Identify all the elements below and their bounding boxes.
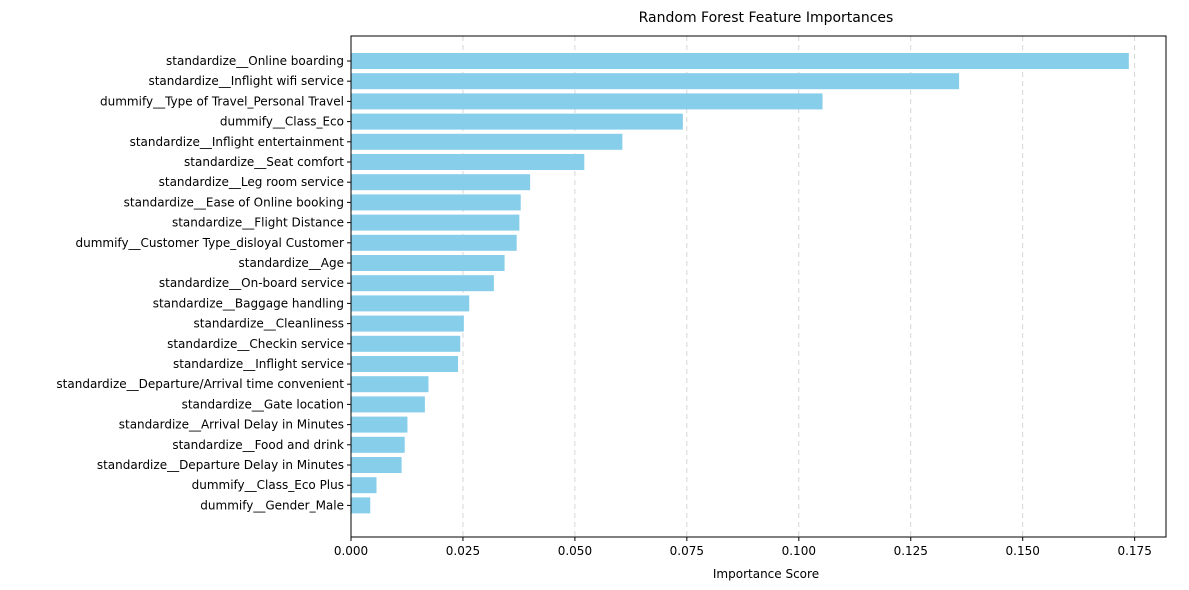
bar — [351, 335, 461, 352]
x-tick-label: 0.150 — [1006, 544, 1040, 558]
bar — [351, 275, 494, 292]
category-label: dummify__Customer Type_disloyal Customer — [76, 236, 345, 250]
bar — [351, 497, 371, 514]
category-label: dummify__Class_Eco Plus — [192, 478, 344, 492]
bar — [351, 194, 521, 211]
bar — [351, 154, 585, 170]
category-label: standardize__Inflight wifi service — [148, 74, 344, 88]
bar — [351, 457, 402, 473]
x-tick-label: 0.025 — [446, 544, 480, 558]
category-label: standardize__Cleanliness — [194, 317, 344, 331]
category-label: standardize__Leg room service — [159, 175, 344, 189]
category-label: dummify__Gender_Male — [200, 498, 344, 512]
bar — [351, 93, 823, 110]
category-label: standardize__Departure/Arrival time conv… — [56, 377, 344, 391]
bar — [351, 356, 459, 372]
bar — [351, 315, 464, 332]
category-label: standardize__Inflight service — [173, 357, 344, 371]
x-tick-label: 0.175 — [1117, 544, 1151, 558]
category-label: standardize__On-board service — [159, 276, 344, 290]
x-tick-label: 0.075 — [670, 544, 704, 558]
category-label: standardize__Age — [239, 256, 344, 270]
category-label: dummify__Class_Eco — [220, 115, 344, 129]
category-label: standardize__Inflight entertainment — [130, 135, 345, 149]
category-label: standardize__Arrival Delay in Minutes — [119, 418, 344, 432]
category-label: standardize__Checkin service — [167, 337, 344, 351]
category-label: standardize__Online boarding — [166, 54, 344, 68]
bar — [351, 376, 429, 393]
bar — [351, 234, 517, 251]
bar — [351, 396, 425, 413]
category-labels: standardize__Online boarding standardize_… — [56, 54, 351, 512]
bar — [351, 436, 405, 453]
x-ticks: 0.000 0.025 0.050 0.075 0.100 0.125 0.150 0.175 — [334, 537, 1152, 558]
bar — [351, 53, 1129, 69]
category-label: standardize__Ease of Online booking — [124, 195, 344, 209]
bar — [351, 133, 623, 150]
category-label: standardize__Baggage handling — [153, 296, 344, 310]
category-label: standardize__Gate location — [182, 397, 344, 411]
category-label: standardize__Departure Delay in Minutes — [97, 458, 344, 472]
bar — [351, 113, 683, 130]
chart-title: Random Forest Feature Importances — [639, 10, 894, 26]
category-label: dummify__Type of Travel_Personal Travel — [100, 94, 344, 108]
bar — [351, 214, 520, 231]
bar — [351, 295, 470, 312]
category-label: standardize__Food and drink — [172, 438, 344, 452]
category-label: standardize__Flight Distance — [172, 216, 344, 230]
bar — [351, 416, 408, 433]
x-tick-label: 0.100 — [782, 544, 816, 558]
x-tick-label: 0.000 — [334, 544, 368, 558]
x-axis-label: Importance Score — [713, 567, 819, 581]
bar — [351, 255, 505, 271]
category-label: standardize__Seat comfort — [184, 155, 344, 169]
bars — [351, 53, 1129, 514]
x-tick-label: 0.125 — [894, 544, 928, 558]
bar — [351, 174, 531, 191]
bar — [351, 477, 377, 494]
bar — [351, 73, 960, 90]
plot-frame — [350, 35, 1167, 538]
x-tick-label: 0.050 — [558, 544, 592, 558]
